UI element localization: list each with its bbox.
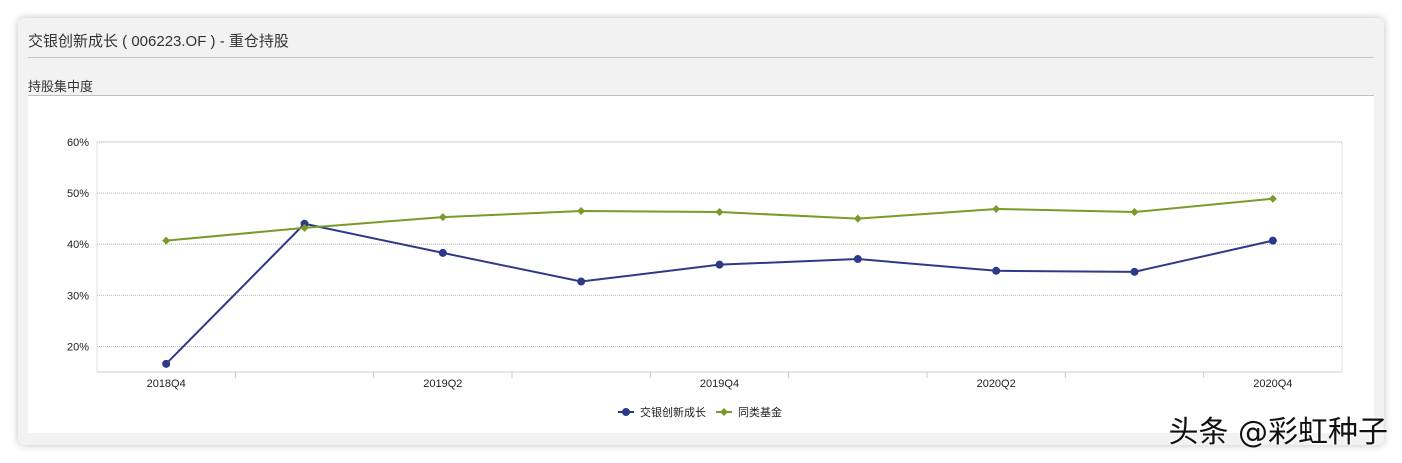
data-point bbox=[162, 236, 171, 245]
data-point bbox=[1130, 208, 1139, 217]
x-tick-label: 2018Q4 bbox=[147, 378, 186, 390]
x-tick-label: 2019Q2 bbox=[423, 378, 462, 390]
holdings-card: 交银创新成长 ( 006223.OF ) - 重仓持股 持股集中度 20% 30%… bbox=[18, 18, 1384, 445]
data-point bbox=[1130, 267, 1139, 276]
data-point bbox=[1268, 236, 1277, 245]
y-tick-label: 30% bbox=[67, 290, 89, 302]
data-point bbox=[1268, 194, 1277, 203]
y-tick-label: 50% bbox=[67, 188, 89, 200]
data-point bbox=[992, 204, 1001, 213]
legend-label: 同类基金 bbox=[738, 405, 782, 419]
chart-panel: 20% 30% 40% 50% 60% 2018Q4 2019Q2 2019Q4 2020Q2 2… bbox=[28, 96, 1374, 433]
divider bbox=[28, 95, 1374, 96]
data-point bbox=[300, 223, 309, 232]
data-point bbox=[715, 208, 724, 217]
series-line-1 bbox=[166, 197, 1273, 242]
data-point bbox=[853, 255, 862, 264]
page-title: 交银创新成长 ( 006223.OF ) - 重仓持股 bbox=[28, 33, 289, 50]
x-tick-label: 2020Q4 bbox=[1253, 378, 1292, 390]
concentration-chart: 20% 30% 40% 50% 60% 2018Q4 2019Q2 2019Q4 2020Q2 2… bbox=[67, 137, 1343, 419]
legend-marker bbox=[720, 408, 728, 416]
y-tick-label: 20% bbox=[67, 341, 89, 353]
legend-marker bbox=[622, 408, 630, 416]
data-point bbox=[853, 214, 862, 223]
data-point bbox=[438, 213, 447, 222]
watermark: 头条 @彩虹种子 bbox=[1168, 415, 1388, 450]
y-tick-label: 40% bbox=[67, 239, 89, 251]
legend-label: 交银创新成长 bbox=[640, 405, 706, 419]
divider bbox=[28, 57, 1374, 58]
x-tick-label: 2020Q2 bbox=[977, 378, 1016, 390]
series-line-0 bbox=[165, 222, 1274, 365]
x-tick-label: 2019Q4 bbox=[700, 378, 739, 390]
section-title: 持股集中度 bbox=[28, 79, 94, 94]
data-point bbox=[577, 277, 586, 286]
data-point bbox=[715, 260, 724, 269]
data-point bbox=[162, 359, 171, 368]
plot-area bbox=[96, 141, 1343, 373]
y-tick-label: 60% bbox=[67, 137, 89, 149]
data-point bbox=[577, 207, 586, 215]
data-point bbox=[992, 266, 1001, 275]
data-point bbox=[438, 248, 447, 257]
data-point bbox=[300, 219, 309, 228]
